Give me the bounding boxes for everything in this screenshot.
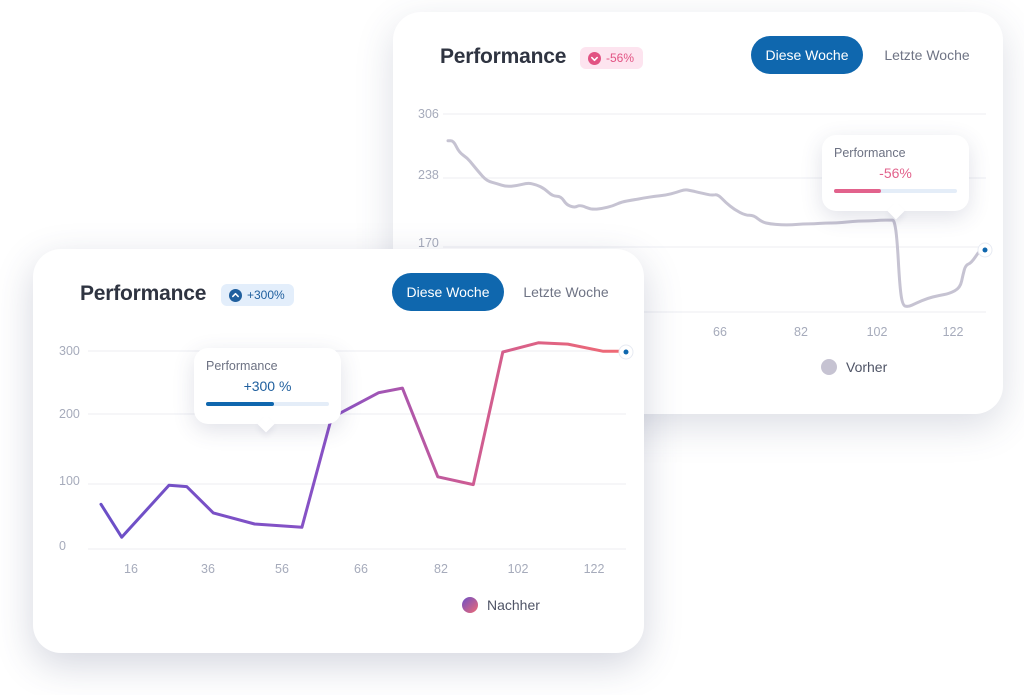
x-tick-label: 66: [354, 562, 368, 576]
line-chart: 300 200 100 0 16 36 56 66 82 102 122: [59, 341, 634, 576]
x-tick-label: 16: [124, 562, 138, 576]
y-tick-label: 238: [418, 168, 439, 182]
x-tick-label: 36: [201, 562, 215, 576]
tooltip-value: -56%: [879, 165, 912, 181]
y-tick-label: 200: [59, 407, 80, 421]
change-badge: +300%: [221, 284, 294, 306]
x-tick-label: 122: [584, 562, 605, 576]
x-axis-ticks: 16 36 56 66 82 102 122: [124, 562, 604, 576]
legend-item[interactable]: Nachher: [462, 597, 540, 613]
series-after: [99, 341, 623, 539]
legend-swatch: [462, 597, 478, 613]
y-axis-ticks: 306 238 170: [418, 107, 439, 250]
tooltip-label: Performance: [206, 359, 278, 373]
y-tick-label: 300: [59, 344, 80, 358]
y-axis-ticks: 300 200 100 0: [59, 344, 80, 553]
tooltip-label: Performance: [834, 146, 906, 160]
performance-card-after: Performance +300% Diese Woche Letzte Woc…: [33, 249, 644, 653]
tooltip-progress-track: [206, 402, 329, 406]
y-tick-label: 0: [59, 539, 66, 553]
x-tick-label: 102: [867, 325, 888, 339]
card-title: Performance: [440, 45, 567, 68]
tab-this-week[interactable]: Diese Woche: [751, 36, 863, 74]
legend-label: Nachher: [487, 597, 540, 613]
performance-tooltip: Performance +300 %: [194, 348, 341, 433]
change-badge-text: -56%: [606, 51, 635, 65]
tooltip-progress-fill: [206, 402, 274, 406]
tooltip-progress-fill: [834, 189, 881, 193]
card-title: Performance: [80, 282, 207, 305]
chevron-up-icon: [229, 288, 242, 302]
legend-swatch: [821, 359, 837, 375]
x-tick-label: 82: [794, 325, 808, 339]
series-line: [446, 139, 987, 308]
change-badge: -56%: [580, 47, 644, 69]
y-tick-label: 306: [418, 107, 439, 121]
tab-last-week[interactable]: Letzte Woche: [523, 284, 609, 300]
grid-lines: [88, 350, 626, 550]
chevron-down-icon: [588, 51, 601, 65]
y-tick-label: 100: [59, 474, 80, 488]
legend-label: Vorher: [846, 359, 888, 375]
x-tick-label: 56: [275, 562, 289, 576]
chart-end-marker[interactable]: [618, 344, 634, 360]
tooltip-progress-track: [834, 189, 957, 193]
series-line: [99, 341, 623, 539]
x-tick-label: 122: [943, 325, 964, 339]
chart-end-marker[interactable]: [977, 242, 993, 258]
tooltip-value: +300 %: [243, 378, 292, 394]
change-badge-text: +300%: [247, 288, 285, 302]
x-tick-label: 82: [434, 562, 448, 576]
x-tick-label: 66: [713, 325, 727, 339]
x-tick-label: 102: [508, 562, 529, 576]
x-axis-ticks: 5 66 82 102 122: [638, 325, 964, 339]
tab-this-week[interactable]: Diese Woche: [392, 273, 504, 311]
y-tick-label: 170: [418, 236, 439, 250]
performance-tooltip: Performance -56%: [822, 135, 969, 220]
tab-last-week[interactable]: Letzte Woche: [884, 47, 970, 63]
legend-item[interactable]: Vorher: [821, 359, 887, 375]
series-before: [446, 139, 987, 308]
